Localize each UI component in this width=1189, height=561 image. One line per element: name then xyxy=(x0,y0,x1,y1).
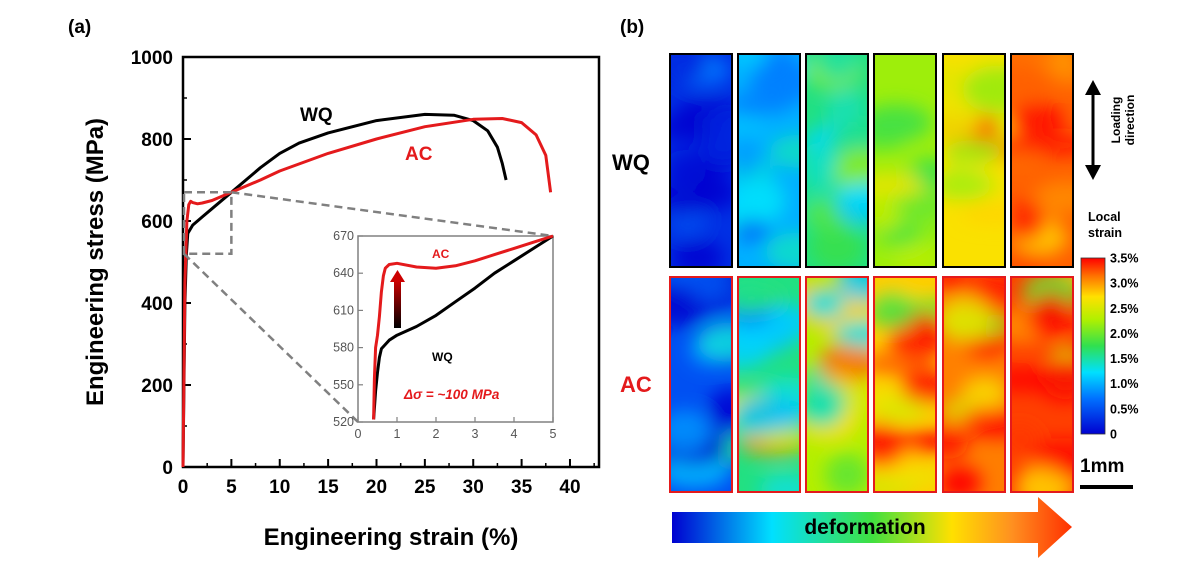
inset-y-tick-label: 550 xyxy=(333,378,354,392)
inset-y-tick-label: 580 xyxy=(333,341,354,355)
x-tick-label: 40 xyxy=(559,477,580,498)
strain-frame-border xyxy=(805,53,869,268)
y-tick-label: 0 xyxy=(162,458,173,479)
y-tick-label: 600 xyxy=(141,212,173,233)
colorbar-tick-label: 0.5% xyxy=(1110,402,1139,416)
inset-x-tick-label: 4 xyxy=(511,427,518,441)
inset-x-tick-label: 2 xyxy=(433,427,440,441)
row-label-wq: WQ xyxy=(612,150,650,175)
x-tick-label: 35 xyxy=(511,477,533,498)
series-label-ac: AC xyxy=(405,144,433,165)
inset-chart: 0 1 2 3 4 5 520 550 580 610 640 670 AC WQ Δσ = ~100… xyxy=(333,229,556,441)
y-tick-label: 200 xyxy=(141,376,173,397)
x-tick-label: 30 xyxy=(463,477,484,498)
colorbar-tick-label: 2.5% xyxy=(1110,302,1139,316)
scale-bar xyxy=(1080,485,1133,489)
stress-increase-arrow-head xyxy=(390,270,405,282)
panel-label-a: (a) xyxy=(68,17,91,38)
y-axis-label: Engineering stress (MPa) xyxy=(82,118,109,406)
x-tick-label: 25 xyxy=(414,477,436,498)
strain-frame-border xyxy=(669,276,733,493)
y-tick-label: 1000 xyxy=(131,48,173,69)
series-label-wq: WQ xyxy=(300,105,333,126)
inset-y-tick-label: 610 xyxy=(333,303,354,317)
strain-frame-border xyxy=(1010,53,1074,268)
colorbar-title-2: strain xyxy=(1088,226,1122,240)
inset-x-tick-label: 3 xyxy=(472,427,479,441)
strain-frame-border xyxy=(805,276,869,493)
y-tick-label: 400 xyxy=(141,294,173,315)
strain-frame-border xyxy=(737,276,801,493)
stress-increase-arrow-shaft xyxy=(394,276,401,328)
x-tick-label: 15 xyxy=(318,477,340,498)
zoom-guide-top xyxy=(231,191,554,238)
series-line-ac xyxy=(181,117,553,468)
strain-frame-border xyxy=(942,53,1006,268)
zoom-guides xyxy=(182,191,554,423)
colorbar-tick-label: 0 xyxy=(1110,428,1117,442)
inset-series-line-wq xyxy=(372,234,554,420)
loading-arrow-down-icon xyxy=(1085,165,1101,180)
deformation-label: deformation xyxy=(804,516,925,539)
strain-frame-ac-6 xyxy=(1011,277,1073,492)
strain-frame-ac-3 xyxy=(806,277,868,492)
colorbar xyxy=(1080,257,1106,435)
panel-label-b: (b) xyxy=(620,17,644,38)
zoom-box xyxy=(182,191,233,256)
strain-frame-ac-5 xyxy=(943,277,1005,492)
strain-frame-wq-4 xyxy=(874,54,936,267)
strain-frame-ac-1 xyxy=(670,277,732,492)
loading-arrow-up-icon xyxy=(1085,80,1101,95)
strain-frame-wq-1 xyxy=(670,54,732,267)
x-tick-label: 0 xyxy=(178,477,189,498)
strain-frame-border xyxy=(737,53,801,268)
colorbar-tick-label: 1.5% xyxy=(1110,352,1139,366)
y-tick-label: 800 xyxy=(141,130,173,151)
inset-x-tick-label: 5 xyxy=(550,427,557,441)
strain-frame-border xyxy=(669,53,733,268)
scale-bar-label: 1mm xyxy=(1080,456,1124,477)
x-tick-label: 10 xyxy=(269,477,290,498)
strain-frame-wq-5 xyxy=(943,54,1005,267)
inset-y-tick-label: 670 xyxy=(333,229,354,243)
x-axis-label: Engineering strain (%) xyxy=(264,524,519,551)
colorbar-tick-label: 3.5% xyxy=(1110,252,1139,266)
inset-x-tick-label: 0 xyxy=(355,427,362,441)
colorbar-tick-label: 1.0% xyxy=(1110,377,1139,391)
inset-y-tick-label: 520 xyxy=(333,415,354,429)
strain-map-panel: (b) WQ AC Loading direction Local strain… xyxy=(612,17,1139,558)
strain-frame-ac-2 xyxy=(738,277,800,492)
inset-series-line-ac xyxy=(372,234,554,420)
strain-frame-border xyxy=(942,276,1006,493)
strain-frame-border xyxy=(1010,276,1074,493)
inset-label-wq: WQ xyxy=(432,350,453,364)
loading-label-2: direction xyxy=(1123,95,1137,146)
strain-frame-wq-2 xyxy=(738,54,800,267)
delta-sigma-annotation: Δσ = ~100 MPa xyxy=(403,387,500,402)
zoom-guide-bottom xyxy=(183,252,359,423)
series-line-wq xyxy=(181,112,508,468)
colorbar-tick-label: 3.0% xyxy=(1110,277,1139,291)
x-tick-label: 5 xyxy=(226,477,237,498)
deformation-arrow xyxy=(672,497,1072,558)
inset-x-tick-label: 1 xyxy=(394,427,401,441)
loading-label-1: Loading xyxy=(1109,97,1123,144)
colorbar-tick-label: 2.0% xyxy=(1110,327,1139,341)
colorbar-title-1: Local xyxy=(1088,210,1121,224)
row-label-ac: AC xyxy=(620,372,652,397)
strain-frame-border xyxy=(873,53,937,268)
inset-y-tick-label: 640 xyxy=(333,266,354,280)
strain-frame-wq-6 xyxy=(1011,54,1073,267)
inset-label-ac: AC xyxy=(432,247,450,261)
x-tick-label: 20 xyxy=(366,477,387,498)
strain-frame-border xyxy=(873,276,937,493)
strain-frame-wq-3 xyxy=(806,54,868,267)
strain-frame-ac-4 xyxy=(874,277,936,492)
